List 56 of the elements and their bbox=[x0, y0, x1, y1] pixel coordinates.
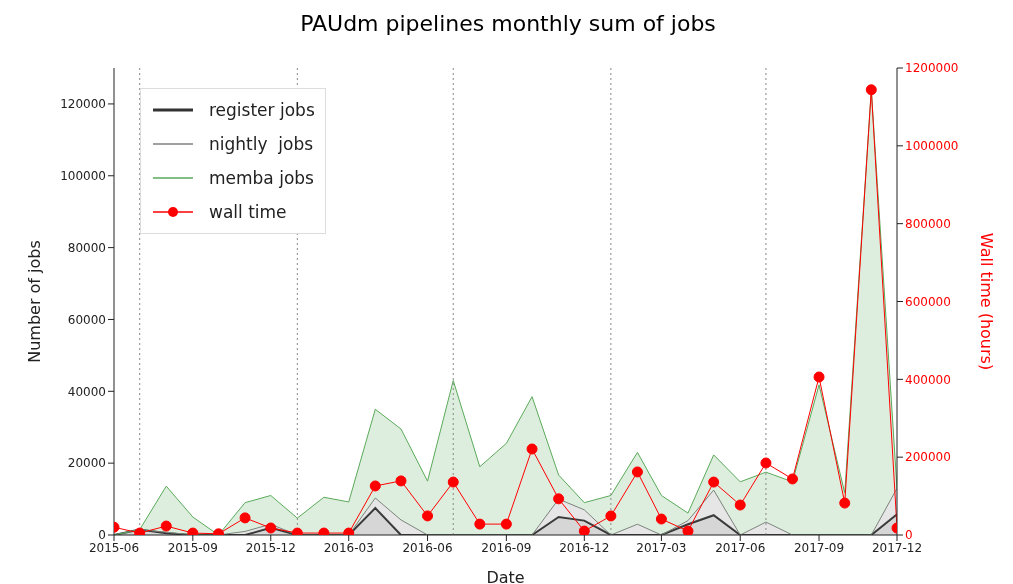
x-tick-label: 2015-09 bbox=[167, 540, 218, 555]
x-axis-title: Date bbox=[486, 568, 525, 584]
point bbox=[708, 476, 720, 488]
x-tick-label: 2017-03 bbox=[636, 540, 687, 555]
point bbox=[447, 476, 459, 488]
y2-tick-label: 0 bbox=[905, 528, 913, 543]
point bbox=[395, 475, 407, 487]
y2-tick-label: 600000 bbox=[905, 294, 951, 309]
point bbox=[734, 499, 746, 511]
y2-tick-label: 1200000 bbox=[905, 61, 959, 76]
x-tick-label: 2016-12 bbox=[559, 540, 610, 555]
x-tick-label: 2017-06 bbox=[715, 540, 766, 555]
y-tick-label: 20000 bbox=[67, 456, 106, 471]
point bbox=[839, 497, 851, 509]
y2-tick-label: 800000 bbox=[905, 216, 951, 231]
point bbox=[655, 513, 667, 525]
point bbox=[239, 512, 251, 524]
y2-tick-label: 1000000 bbox=[905, 139, 959, 154]
point bbox=[631, 466, 643, 478]
y-tick-label: 100000 bbox=[60, 169, 106, 184]
y-tick-label: 80000 bbox=[67, 240, 106, 255]
x-tick-label: 2016-03 bbox=[323, 540, 374, 555]
point bbox=[265, 522, 277, 534]
point bbox=[786, 473, 798, 485]
point bbox=[605, 510, 617, 522]
y-axis-title: Number of jobs bbox=[24, 240, 44, 363]
legend-label: register jobs bbox=[209, 99, 315, 122]
legend-label: memba jobs bbox=[209, 167, 314, 190]
legend-label: wall time bbox=[209, 201, 287, 224]
point bbox=[760, 457, 772, 469]
point bbox=[422, 510, 434, 522]
y-tick-label: 0 bbox=[98, 528, 106, 543]
point bbox=[553, 493, 565, 505]
point bbox=[369, 480, 381, 492]
y-tick-label: 60000 bbox=[67, 312, 106, 327]
y-tick-label: 120000 bbox=[60, 97, 106, 112]
x-tick-label: 2017-12 bbox=[871, 540, 923, 555]
point bbox=[578, 525, 590, 535]
y2-axis-title: Wall time (hours) bbox=[977, 232, 997, 371]
point bbox=[526, 443, 538, 455]
x-tick-label: 2016-06 bbox=[402, 540, 453, 555]
point bbox=[474, 518, 486, 530]
x-tick-label: 2015-06 bbox=[88, 540, 140, 555]
point bbox=[813, 371, 825, 383]
y2-tick-label: 200000 bbox=[905, 450, 951, 465]
chart-title: PAUdm pipelines monthly sum of jobs bbox=[299, 10, 717, 38]
point bbox=[160, 520, 172, 532]
x-tick-label: 2015-12 bbox=[245, 540, 296, 555]
y2-tick-label: 400000 bbox=[905, 372, 951, 387]
point bbox=[500, 518, 512, 530]
y-tick-label: 40000 bbox=[67, 384, 106, 399]
legend-label: nightly jobs bbox=[209, 133, 314, 156]
x-tick-label: 2016-09 bbox=[481, 540, 532, 555]
x-tick-label: 2017-09 bbox=[793, 540, 845, 555]
point bbox=[865, 84, 877, 96]
point bbox=[682, 525, 694, 535]
